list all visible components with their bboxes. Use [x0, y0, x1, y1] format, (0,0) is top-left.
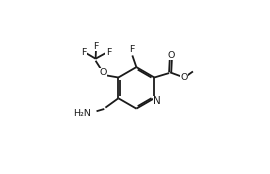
Text: F: F: [81, 48, 86, 57]
Text: O: O: [99, 68, 107, 77]
Text: F: F: [129, 45, 134, 54]
Text: F: F: [93, 42, 99, 50]
Text: O: O: [167, 51, 174, 60]
Text: N: N: [153, 96, 161, 106]
Text: O: O: [180, 73, 188, 82]
Text: H₂N: H₂N: [73, 109, 91, 118]
Text: F: F: [106, 48, 111, 57]
